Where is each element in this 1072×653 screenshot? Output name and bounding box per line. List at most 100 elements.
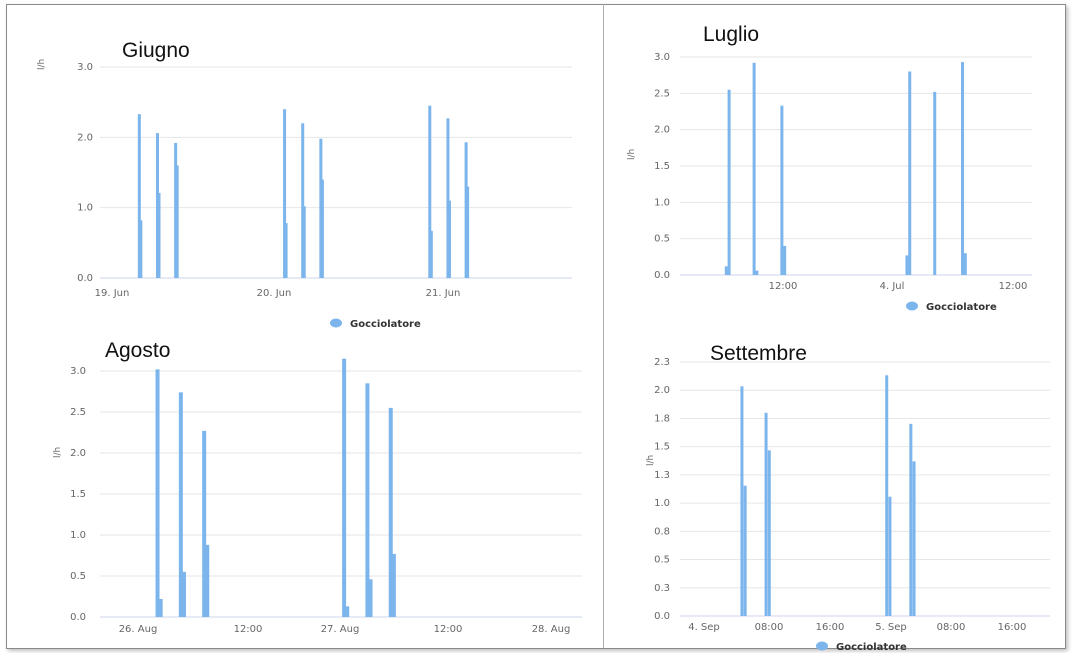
bar[interactable]: [446, 118, 450, 279]
bar[interactable]: [342, 358, 347, 617]
bar[interactable]: [743, 485, 747, 616]
bar[interactable]: [724, 266, 728, 275]
bar[interactable]: [155, 133, 159, 278]
y-axis-label: l/h: [627, 149, 637, 160]
bar[interactable]: [391, 553, 396, 617]
bar[interactable]: [963, 253, 967, 275]
legend-marker: [906, 301, 918, 311]
legend-label[interactable]: Gocciolatore: [350, 319, 421, 330]
bar[interactable]: [783, 245, 787, 275]
bar[interactable]: [755, 270, 759, 275]
panel-divider: [603, 4, 604, 648]
bar[interactable]: [464, 142, 468, 278]
bar[interactable]: [764, 412, 768, 616]
chart-title: Agosto: [105, 339, 170, 362]
y-tick-label: 2.3: [654, 357, 670, 368]
y-tick-label: 0.5: [70, 571, 86, 582]
legend-marker: [816, 641, 828, 651]
bar[interactable]: [752, 62, 756, 276]
y-tick-label: 2.0: [70, 448, 86, 459]
legend-label[interactable]: Gocciolatore: [836, 642, 907, 653]
bar[interactable]: [429, 230, 433, 278]
bar[interactable]: [284, 223, 288, 278]
bar[interactable]: [158, 598, 163, 617]
bar[interactable]: [885, 375, 889, 616]
bar[interactable]: [319, 138, 323, 278]
y-axis-label: l/h: [37, 59, 47, 70]
x-tick-label: 20. Jun: [257, 288, 292, 299]
bar[interactable]: [157, 192, 161, 278]
bar[interactable]: [909, 423, 913, 616]
bar[interactable]: [388, 407, 393, 617]
x-tick-label: 08:00: [937, 622, 966, 633]
bar[interactable]: [727, 89, 731, 275]
bar[interactable]: [912, 461, 916, 616]
y-tick-label: 3.0: [654, 52, 670, 63]
bar[interactable]: [175, 165, 179, 278]
bar[interactable]: [202, 430, 207, 617]
x-tick-label: 12:00: [234, 624, 263, 635]
y-tick-label: 3.0: [70, 366, 86, 377]
bar[interactable]: [174, 142, 178, 278]
bar[interactable]: [740, 386, 744, 616]
bar[interactable]: [961, 62, 965, 275]
chart-title: Giugno: [122, 39, 190, 62]
bar[interactable]: [908, 71, 912, 276]
bar[interactable]: [466, 186, 470, 278]
bar[interactable]: [780, 105, 784, 275]
bar[interactable]: [365, 383, 370, 617]
x-tick-label: 19. Jun: [95, 288, 130, 299]
bar[interactable]: [345, 606, 350, 617]
legend-label[interactable]: Gocciolatore: [926, 302, 997, 313]
y-tick-label: 3.0: [77, 62, 93, 73]
bar[interactable]: [181, 571, 186, 617]
bar[interactable]: [301, 123, 305, 279]
bar[interactable]: [428, 105, 432, 278]
x-tick-label: 5. Sep: [875, 622, 907, 633]
y-tick-label: 0.0: [654, 270, 670, 281]
y-tick-label: 2.0: [654, 385, 670, 396]
y-tick-label: 0.5: [654, 555, 670, 566]
x-tick-label: 21. Jun: [426, 288, 461, 299]
x-tick-label: 28. Aug: [532, 624, 571, 635]
y-tick-label: 1.5: [654, 161, 670, 172]
y-tick-label: 1.0: [77, 203, 93, 214]
bar[interactable]: [178, 392, 183, 617]
y-tick-label: 1.0: [70, 530, 86, 541]
y-tick-label: 0.5: [654, 234, 670, 245]
bar[interactable]: [302, 206, 306, 278]
bar[interactable]: [905, 255, 909, 275]
y-tick-label: 0.8: [654, 526, 670, 537]
y-tick-label: 0.0: [77, 273, 93, 284]
bar[interactable]: [283, 109, 287, 278]
y-tick-label: 1.5: [654, 442, 670, 453]
x-tick-label: 27. Aug: [321, 624, 360, 635]
y-tick-label: 2.0: [77, 132, 93, 143]
bar[interactable]: [155, 369, 160, 617]
x-tick-label: 12:00: [769, 281, 798, 292]
bar[interactable]: [888, 496, 892, 616]
x-tick-label: 12:00: [434, 624, 463, 635]
y-tick-label: 2.5: [70, 407, 86, 418]
y-tick-label: 1.3: [654, 470, 670, 481]
bar[interactable]: [137, 114, 141, 278]
x-tick-label: 08:00: [755, 622, 784, 633]
bar[interactable]: [320, 179, 324, 278]
bar[interactable]: [368, 579, 373, 617]
y-tick-label: 1.0: [654, 498, 670, 509]
bar[interactable]: [447, 200, 451, 278]
bar[interactable]: [933, 91, 937, 275]
bar[interactable]: [139, 220, 143, 278]
x-tick-label: 4. Jul: [880, 281, 905, 292]
bar[interactable]: [767, 450, 771, 616]
chart-title: Settembre: [710, 342, 807, 365]
bar[interactable]: [205, 544, 210, 617]
y-tick-label: 2.5: [654, 88, 670, 99]
y-tick-label: 0.0: [654, 611, 670, 622]
x-tick-label: 16:00: [816, 622, 845, 633]
legend-marker: [330, 318, 342, 328]
y-tick-label: 0.0: [70, 612, 86, 623]
